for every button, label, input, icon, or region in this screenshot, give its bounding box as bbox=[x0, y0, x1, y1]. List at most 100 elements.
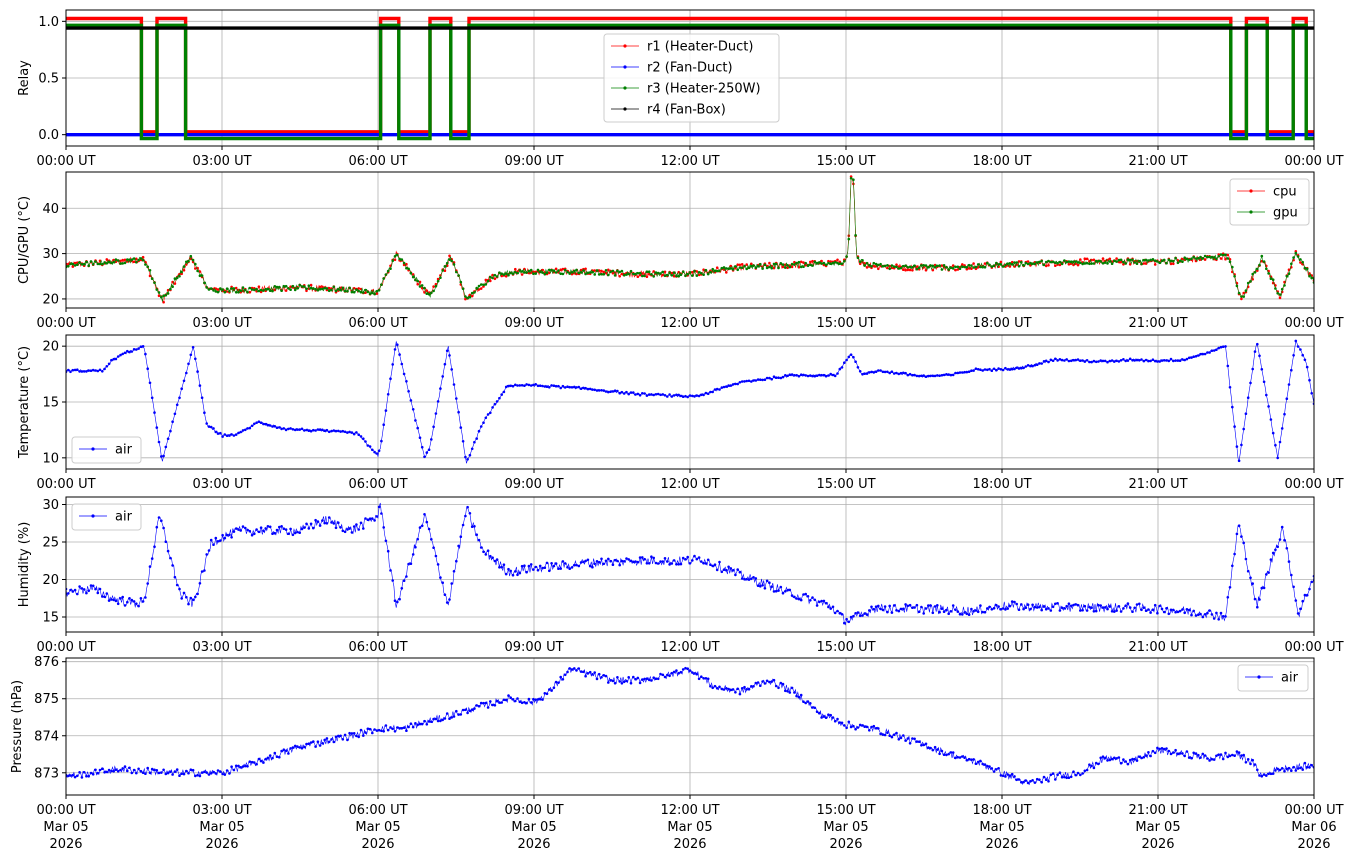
data-point bbox=[1290, 262, 1293, 266]
data-point bbox=[602, 270, 606, 274]
data-point bbox=[1194, 752, 1198, 755]
data-point bbox=[280, 427, 283, 431]
data-point bbox=[175, 583, 179, 587]
data-point bbox=[504, 698, 508, 702]
data-point bbox=[650, 393, 653, 396]
data-point bbox=[94, 260, 97, 263]
data-point bbox=[470, 708, 474, 711]
data-point bbox=[954, 371, 957, 375]
data-point bbox=[287, 752, 290, 755]
data-point bbox=[552, 384, 556, 388]
data-point bbox=[691, 270, 694, 274]
data-point bbox=[1201, 752, 1205, 756]
x-tick-label: 06:00 UT bbox=[348, 640, 407, 655]
data-point bbox=[813, 706, 817, 710]
data-point bbox=[1160, 359, 1164, 362]
data-point bbox=[1287, 560, 1291, 563]
data-point bbox=[523, 271, 526, 274]
data-point bbox=[622, 560, 626, 563]
data-point bbox=[1176, 610, 1180, 614]
data-point bbox=[375, 729, 379, 732]
data-point bbox=[262, 289, 265, 292]
data-point bbox=[73, 368, 77, 372]
data-point bbox=[967, 263, 971, 267]
data-point bbox=[777, 376, 780, 380]
data-point bbox=[738, 692, 742, 696]
data-point bbox=[849, 177, 853, 180]
data-point bbox=[119, 768, 122, 772]
series-air bbox=[66, 339, 1314, 464]
data-point bbox=[995, 368, 998, 372]
x-tick-label: 09:00 UT bbox=[504, 154, 563, 169]
data-point bbox=[652, 676, 655, 679]
data-point bbox=[906, 266, 910, 269]
data-point bbox=[1233, 754, 1236, 757]
data-point bbox=[303, 285, 306, 288]
data-point bbox=[498, 566, 501, 569]
data-point bbox=[266, 287, 270, 291]
data-point bbox=[575, 563, 578, 567]
data-point bbox=[375, 515, 379, 518]
data-point bbox=[1237, 291, 1241, 295]
data-point bbox=[1065, 358, 1068, 361]
data-point bbox=[1022, 263, 1025, 267]
data-point bbox=[793, 374, 796, 377]
data-point bbox=[121, 258, 124, 262]
data-point bbox=[545, 561, 549, 565]
data-point bbox=[273, 425, 277, 428]
data-point bbox=[1031, 364, 1034, 368]
data-point bbox=[180, 270, 183, 274]
data-point bbox=[607, 273, 610, 277]
data-point bbox=[1224, 257, 1227, 261]
data-point bbox=[436, 719, 440, 723]
data-point bbox=[622, 680, 626, 684]
data-point bbox=[259, 290, 263, 294]
data-point bbox=[219, 287, 222, 290]
x-tick-label: 09:00 UT bbox=[504, 640, 563, 655]
data-point bbox=[1201, 257, 1205, 260]
data-point bbox=[420, 445, 424, 449]
data-point bbox=[303, 429, 306, 432]
data-point bbox=[1310, 392, 1313, 395]
data-point bbox=[1142, 359, 1146, 363]
data-point bbox=[101, 370, 104, 373]
data-point bbox=[936, 264, 939, 268]
data-point bbox=[607, 268, 610, 272]
data-point bbox=[892, 372, 896, 375]
data-point bbox=[309, 429, 313, 433]
data-point bbox=[119, 597, 122, 600]
data-point bbox=[913, 606, 916, 609]
data-point bbox=[402, 726, 406, 729]
data-point bbox=[162, 768, 165, 772]
data-point bbox=[1199, 756, 1202, 759]
data-point bbox=[622, 392, 626, 395]
data-point bbox=[1026, 260, 1030, 263]
data-point bbox=[1135, 262, 1139, 266]
data-point bbox=[904, 371, 907, 375]
data-point bbox=[516, 271, 519, 275]
data-point bbox=[697, 556, 701, 559]
data-point bbox=[1231, 753, 1234, 757]
data-point bbox=[995, 768, 998, 771]
data-point bbox=[393, 730, 397, 733]
data-point bbox=[67, 368, 70, 372]
data-point bbox=[69, 774, 72, 777]
data-point bbox=[868, 609, 871, 612]
data-point bbox=[922, 743, 925, 747]
data-point bbox=[997, 367, 1000, 370]
data-point bbox=[144, 772, 147, 775]
y-tick-label: 20 bbox=[42, 573, 59, 588]
data-point bbox=[1017, 367, 1021, 370]
data-point bbox=[1278, 440, 1282, 444]
data-point bbox=[1115, 757, 1118, 760]
data-point bbox=[1165, 359, 1168, 362]
data-point bbox=[663, 270, 667, 274]
data-point bbox=[670, 274, 674, 277]
data-point bbox=[561, 560, 565, 563]
data-point bbox=[931, 374, 935, 378]
data-point bbox=[516, 384, 519, 387]
data-point bbox=[1076, 358, 1080, 361]
data-point bbox=[881, 733, 885, 736]
data-point bbox=[961, 371, 964, 374]
data-point bbox=[781, 591, 785, 595]
